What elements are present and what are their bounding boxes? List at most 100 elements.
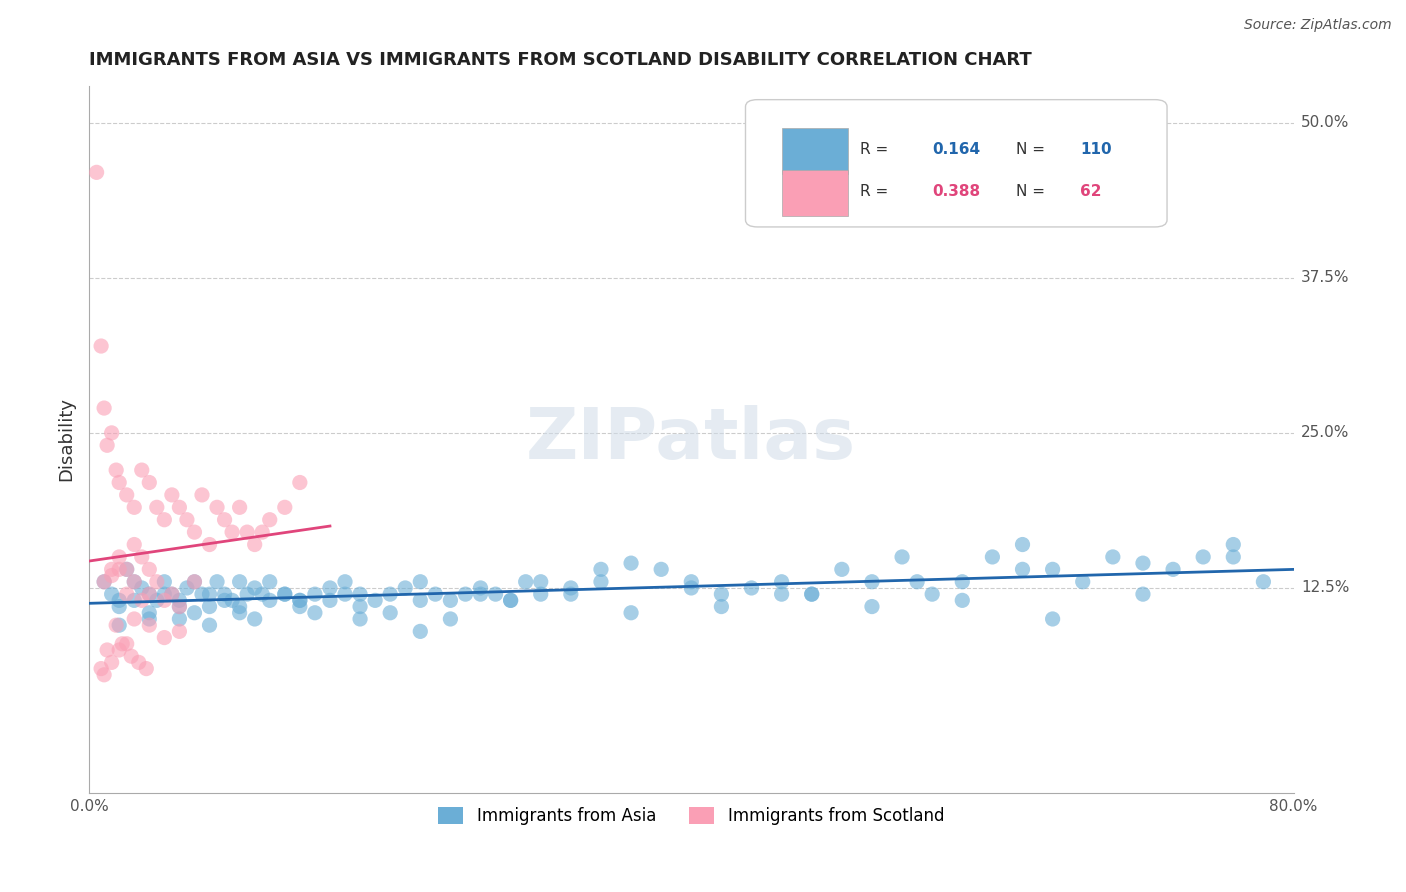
- Immigrants from Scotland: [138, 475, 160, 490]
- Immigrants from Asia: [770, 587, 793, 601]
- Immigrants from Scotland: [153, 593, 176, 607]
- Immigrants from Scotland: [93, 667, 115, 681]
- Immigrants from Scotland: [90, 662, 112, 676]
- Immigrants from Asia: [183, 574, 205, 589]
- Immigrants from Asia: [259, 574, 281, 589]
- Immigrants from Asia: [349, 599, 371, 614]
- Immigrants from Asia: [589, 562, 612, 576]
- Immigrants from Asia: [198, 587, 221, 601]
- Immigrants from Asia: [380, 587, 402, 601]
- Immigrants from Asia: [921, 587, 943, 601]
- Immigrants from Asia: [288, 599, 311, 614]
- Immigrants from Asia: [770, 574, 793, 589]
- Immigrants from Asia: [560, 581, 582, 595]
- Immigrants from Scotland: [122, 500, 145, 515]
- Text: 0.164: 0.164: [932, 142, 980, 157]
- Immigrants from Asia: [228, 574, 250, 589]
- Immigrants from Asia: [981, 549, 1004, 564]
- Immigrants from Scotland: [135, 662, 157, 676]
- Immigrants from Asia: [146, 593, 169, 607]
- Immigrants from Scotland: [146, 500, 169, 515]
- Immigrants from Scotland: [228, 500, 250, 515]
- Immigrants from Asia: [198, 618, 221, 632]
- Immigrants from Scotland: [108, 643, 131, 657]
- Immigrants from Asia: [560, 587, 582, 601]
- Immigrants from Scotland: [191, 488, 214, 502]
- Immigrants from Scotland: [100, 656, 122, 670]
- Immigrants from Scotland: [86, 165, 108, 179]
- Immigrants from Asia: [1011, 562, 1033, 576]
- Immigrants from Asia: [950, 574, 973, 589]
- Immigrants from Asia: [800, 587, 823, 601]
- Immigrants from Asia: [741, 581, 763, 595]
- Immigrants from Asia: [176, 581, 198, 595]
- Immigrants from Asia: [409, 574, 432, 589]
- Immigrants from Scotland: [105, 463, 128, 477]
- Immigrants from Scotland: [93, 401, 115, 415]
- Text: R =: R =: [860, 142, 893, 157]
- Immigrants from Scotland: [122, 612, 145, 626]
- Immigrants from Scotland: [259, 513, 281, 527]
- Immigrants from Asia: [1132, 587, 1154, 601]
- Immigrants from Asia: [831, 562, 853, 576]
- Text: 0.388: 0.388: [932, 184, 980, 199]
- Immigrants from Asia: [349, 587, 371, 601]
- Text: 80.0%: 80.0%: [1270, 799, 1317, 814]
- Immigrants from Scotland: [100, 425, 122, 440]
- Immigrants from Scotland: [100, 568, 122, 582]
- Immigrants from Asia: [589, 574, 612, 589]
- Text: R =: R =: [860, 184, 893, 199]
- Immigrants from Scotland: [131, 463, 153, 477]
- Immigrants from Scotland: [153, 631, 176, 645]
- Immigrants from Asia: [108, 599, 131, 614]
- Immigrants from Scotland: [138, 587, 160, 601]
- Immigrants from Scotland: [169, 599, 191, 614]
- Immigrants from Asia: [439, 612, 461, 626]
- Immigrants from Asia: [250, 587, 273, 601]
- Immigrants from Asia: [530, 574, 553, 589]
- Immigrants from Asia: [131, 581, 153, 595]
- Immigrants from Asia: [319, 581, 342, 595]
- Immigrants from Asia: [1071, 574, 1094, 589]
- Immigrants from Asia: [1042, 612, 1064, 626]
- Immigrants from Scotland: [160, 587, 183, 601]
- Immigrants from Asia: [138, 606, 160, 620]
- Immigrants from Scotland: [274, 500, 297, 515]
- Immigrants from Asia: [1192, 549, 1215, 564]
- Immigrants from Asia: [288, 593, 311, 607]
- Immigrants from Asia: [138, 587, 160, 601]
- Immigrants from Scotland: [108, 562, 131, 576]
- Immigrants from Asia: [274, 587, 297, 601]
- Text: IMMIGRANTS FROM ASIA VS IMMIGRANTS FROM SCOTLAND DISABILITY CORRELATION CHART: IMMIGRANTS FROM ASIA VS IMMIGRANTS FROM …: [89, 51, 1032, 69]
- Immigrants from Asia: [205, 574, 228, 589]
- Text: Source: ZipAtlas.com: Source: ZipAtlas.com: [1244, 18, 1392, 32]
- Immigrants from Scotland: [183, 574, 205, 589]
- Immigrants from Asia: [1222, 549, 1244, 564]
- Immigrants from Asia: [1011, 537, 1033, 551]
- Immigrants from Asia: [115, 562, 138, 576]
- Immigrants from Asia: [304, 587, 326, 601]
- Immigrants from Asia: [409, 624, 432, 639]
- Immigrants from Asia: [425, 587, 447, 601]
- Immigrants from Asia: [169, 593, 191, 607]
- Immigrants from Asia: [710, 587, 733, 601]
- Immigrants from Asia: [169, 599, 191, 614]
- Immigrants from Asia: [1161, 562, 1184, 576]
- Immigrants from Asia: [122, 593, 145, 607]
- Immigrants from Scotland: [138, 562, 160, 576]
- Immigrants from Asia: [800, 587, 823, 601]
- Text: 62: 62: [1080, 184, 1102, 199]
- Immigrants from Asia: [183, 606, 205, 620]
- Immigrants from Scotland: [169, 500, 191, 515]
- Immigrants from Scotland: [205, 500, 228, 515]
- Immigrants from Scotland: [90, 339, 112, 353]
- Immigrants from Asia: [905, 574, 928, 589]
- Immigrants from Scotland: [153, 513, 176, 527]
- Immigrants from Asia: [1101, 549, 1123, 564]
- Immigrants from Scotland: [183, 525, 205, 540]
- Immigrants from Scotland: [115, 562, 138, 576]
- Immigrants from Asia: [1042, 562, 1064, 576]
- Immigrants from Asia: [1222, 537, 1244, 551]
- Text: 12.5%: 12.5%: [1301, 581, 1350, 596]
- Text: 110: 110: [1080, 142, 1112, 157]
